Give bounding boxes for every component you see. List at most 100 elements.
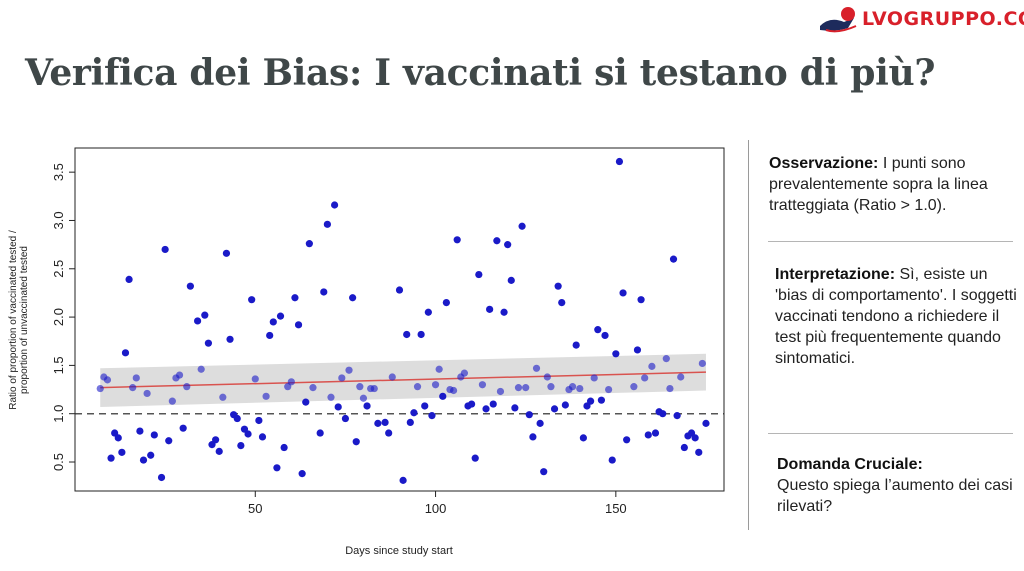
data-point — [161, 245, 169, 254]
data-point — [370, 384, 378, 393]
data-point — [157, 473, 166, 482]
data-point — [623, 436, 631, 444]
y-tick-label: 0.5 — [51, 453, 66, 471]
data-point — [193, 317, 202, 325]
data-point — [316, 429, 324, 437]
data-point — [132, 374, 140, 382]
data-point — [345, 366, 353, 374]
y-tick-label: 3.0 — [51, 211, 66, 229]
data-point — [536, 419, 544, 427]
note-observation: Osservazione: I punti sono prevalentemen… — [769, 153, 1014, 216]
data-point — [406, 418, 414, 426]
y-tick-label: 2.5 — [51, 260, 66, 278]
data-point — [695, 448, 703, 456]
data-point — [529, 433, 537, 441]
data-point — [651, 429, 660, 437]
data-point — [291, 294, 299, 302]
data-point — [605, 385, 613, 394]
data-point — [294, 321, 303, 329]
scatter-chart: 50 100 150 0.5 1.0 1.5 2.0 2.5 3.0 3.5 Days sinc… — [8, 147, 725, 557]
data-point — [449, 386, 458, 395]
data-point — [298, 470, 306, 478]
data-point — [381, 418, 389, 426]
data-point — [147, 451, 155, 459]
data-point — [327, 393, 335, 401]
data-point — [96, 384, 104, 393]
x-tick-label: 150 — [605, 501, 627, 516]
data-point — [309, 384, 317, 392]
data-point — [150, 431, 158, 439]
logo-text: LVOGRUPPO.COM — [862, 8, 1024, 30]
data-point — [579, 434, 587, 442]
note-question-text: Questo spiega l’aumento dei casi rilevat… — [777, 477, 1013, 515]
data-point — [183, 383, 191, 391]
y-tick-label: 1.0 — [51, 405, 66, 423]
data-point — [331, 201, 339, 209]
data-point — [594, 326, 602, 334]
data-point — [287, 378, 295, 386]
data-point — [125, 275, 133, 284]
x-axis: 50 100 150 — [248, 491, 627, 516]
data-point — [453, 236, 461, 244]
data-point — [644, 431, 652, 439]
data-point — [641, 374, 649, 382]
data-point — [601, 331, 609, 340]
y-axis-label-line-1: Ratio of proportion of vaccinated tested… — [8, 230, 19, 410]
data-point — [226, 335, 234, 343]
data-point — [139, 456, 148, 464]
data-point — [262, 392, 270, 400]
data-point — [468, 400, 476, 408]
data-point — [547, 383, 555, 391]
data-point — [352, 438, 360, 446]
data-point — [558, 298, 566, 307]
data-point — [568, 383, 577, 391]
data-point — [612, 350, 620, 358]
data-point — [374, 419, 382, 427]
data-point — [395, 286, 404, 294]
note-interpretation-text: Sì, esiste un 'bias di comportamento'. I… — [775, 266, 1017, 367]
data-point — [165, 437, 173, 445]
data-point — [493, 237, 501, 245]
note-interpretation: Interpretazione: Sì, esiste un 'bias di … — [775, 264, 1020, 369]
data-point — [201, 311, 209, 319]
data-point — [219, 393, 227, 401]
y-axis-label: Ratio of proportion of vaccinated tested… — [8, 230, 30, 410]
x-axis-label: Days since study start — [345, 545, 453, 557]
x-tick-label: 100 — [425, 501, 447, 516]
data-point — [197, 365, 205, 373]
note-question-heading: Domanda Cruciale: — [777, 456, 923, 473]
note-observation-heading: Osservazione: — [769, 155, 879, 172]
data-point — [680, 443, 688, 452]
data-point — [349, 294, 357, 302]
data-point — [186, 282, 194, 290]
data-point — [608, 456, 616, 464]
data-point — [597, 396, 606, 404]
data-point — [431, 381, 440, 389]
data-point — [507, 276, 515, 284]
data-point — [118, 448, 126, 456]
data-point — [175, 371, 184, 379]
data-point — [586, 397, 595, 405]
data-point — [666, 384, 674, 393]
divider — [768, 241, 1013, 242]
data-point — [471, 454, 479, 462]
data-point — [421, 402, 429, 410]
data-point — [251, 375, 259, 383]
y-tick-label: 3.5 — [51, 163, 66, 181]
data-point — [576, 384, 584, 393]
data-point — [356, 383, 364, 391]
data-point — [212, 436, 220, 444]
data-point — [590, 374, 598, 382]
brand-logo[interactable]: LVOGRUPPO.COM — [818, 4, 1024, 36]
data-point — [424, 308, 432, 316]
logo-mark-icon — [820, 7, 857, 33]
data-point — [633, 346, 642, 354]
data-point — [439, 392, 447, 400]
data-point — [341, 414, 350, 423]
data-point — [518, 222, 526, 230]
data-point — [410, 409, 418, 417]
data-point — [511, 404, 519, 412]
data-point — [280, 443, 288, 452]
data-point — [121, 349, 130, 357]
data-point — [698, 359, 706, 368]
